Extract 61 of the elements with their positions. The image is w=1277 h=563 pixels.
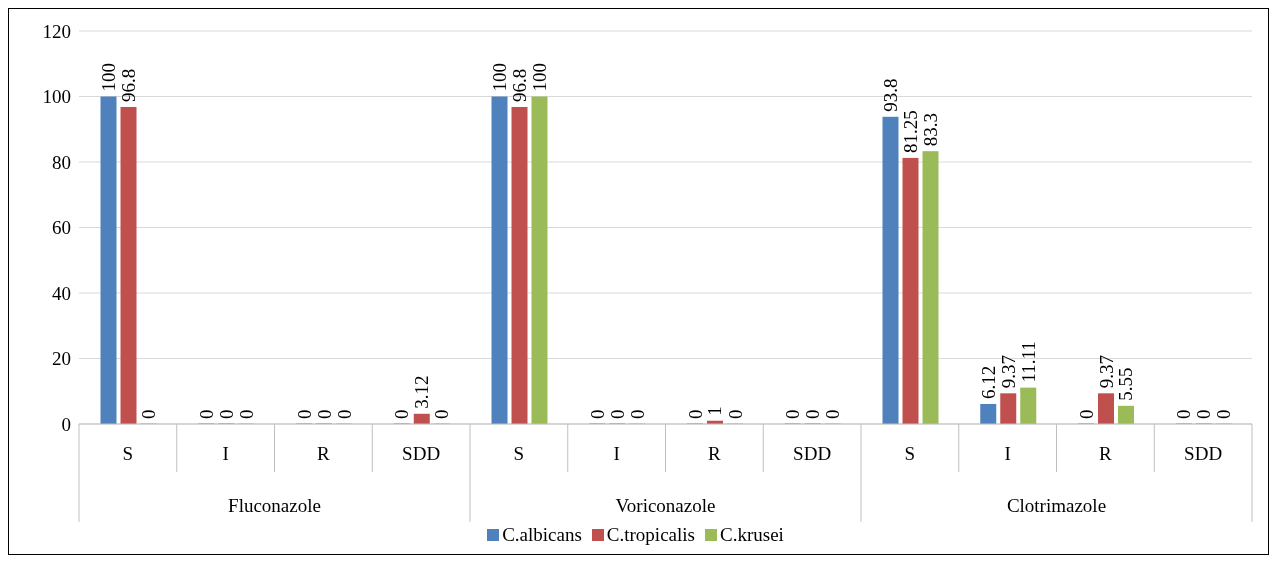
text: Voriconazole [615, 495, 716, 516]
data-label: 96.8 [509, 68, 531, 102]
x-tick-label: SDD [1184, 443, 1223, 464]
legend-label: C.tropicalis [605, 524, 695, 546]
data-label: 3.12 [411, 375, 433, 409]
data-label: 6.12 [977, 365, 999, 399]
x-tick-label: S [122, 443, 134, 464]
text: Fluconazole [228, 495, 321, 516]
data-label: 1 [704, 406, 726, 416]
data-label: 93.8 [880, 78, 902, 112]
data-label: 100 [489, 63, 511, 92]
data-label: 0 [313, 409, 335, 419]
data-label: 0 [626, 409, 648, 419]
y-tick-label: 100 [42, 86, 71, 108]
x-tick-label: S [904, 443, 916, 464]
data-label: 0 [1173, 409, 1195, 419]
x-tick-label: SDD [793, 443, 832, 464]
legend-label: C.krusei [719, 524, 784, 546]
data-label: 0 [802, 409, 824, 419]
data-label: 0 [586, 409, 608, 419]
y-tick-label: 60 [52, 217, 71, 239]
y-tick-label: 0 [61, 413, 71, 435]
data-label: 9.37 [1095, 355, 1117, 389]
data-label: 0 [606, 409, 628, 419]
data-label: 0 [333, 409, 355, 419]
data-label: 0 [293, 409, 315, 419]
data-label: 0 [1193, 409, 1215, 419]
y-tick-label: 20 [52, 348, 71, 370]
x-tick-label: SDD [402, 443, 441, 464]
data-label: 0 [391, 409, 413, 419]
x-tick-label: R [1099, 443, 1113, 464]
y-tick-label: 120 [42, 20, 71, 42]
text: Clotrimazole [1006, 495, 1107, 516]
data-label: 0 [235, 409, 257, 419]
data-label: 0 [724, 409, 746, 419]
data-label: 0 [195, 409, 217, 419]
x-tick-label: I [613, 443, 620, 464]
y-tick-label: 80 [52, 151, 71, 173]
data-label: 96.8 [118, 68, 140, 102]
data-label: 0 [1213, 409, 1235, 419]
data-label: 100 [98, 63, 119, 92]
x-tick-label: I [1004, 443, 1011, 464]
x-tick-label: R [708, 443, 722, 464]
data-label: 5.55 [1115, 367, 1137, 401]
data-label: 0 [684, 409, 706, 419]
data-label: 0 [782, 409, 804, 419]
data-label: 0 [138, 409, 160, 419]
legend-label: C.albicans [501, 524, 582, 546]
x-tick-label: S [513, 443, 525, 464]
data-label: 83.3 [920, 112, 942, 147]
data-label: 0 [431, 409, 453, 419]
data-label: 81.25 [900, 110, 922, 153]
data-label: 11.11 [1017, 341, 1039, 383]
data-label: 9.37 [997, 355, 1019, 389]
x-tick-label: I [222, 443, 229, 464]
data-label: 0 [1075, 409, 1097, 419]
x-tick-label: R [317, 443, 331, 464]
data-label: 0 [215, 409, 237, 419]
data-label: 0 [822, 409, 844, 419]
data-label: 100 [529, 63, 551, 92]
y-tick-label: 40 [52, 282, 71, 304]
